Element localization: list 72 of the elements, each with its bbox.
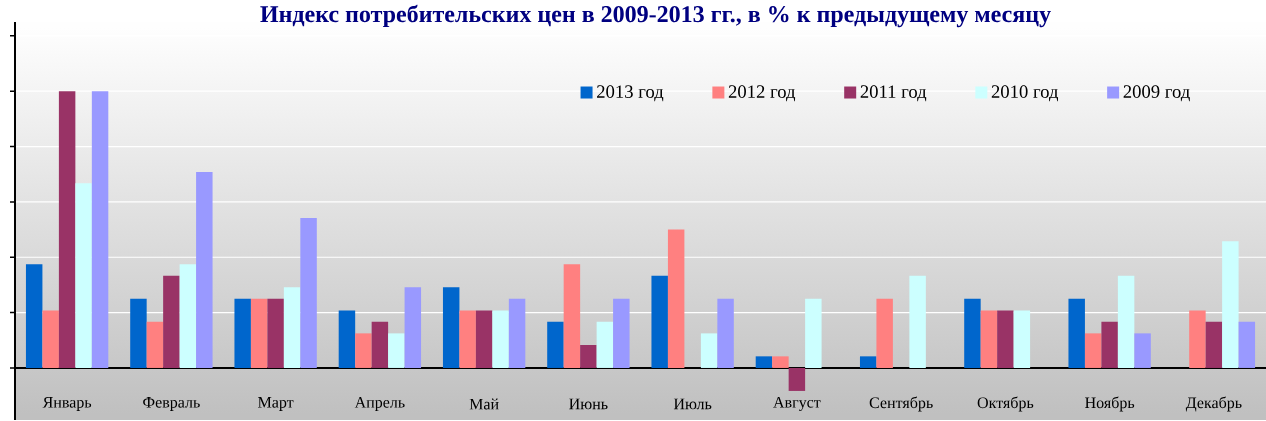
bar [1222,241,1239,368]
bar [508,298,526,368]
x-tick-label: Декабрь [1185,396,1242,412]
bar [1013,310,1031,368]
x-tick-label: Июль [673,398,712,410]
chart-title: Индекс потребительских цен в 2009-2013 гг., в % к предыдущему месяцу [260,4,1051,28]
bar [997,310,1014,368]
bar [717,298,734,368]
legend-label: 2009 год [1123,85,1190,102]
bar [563,264,581,368]
bar [267,298,284,368]
x-tick-label: Сентябрь [869,396,933,412]
bar [547,321,564,368]
bar [980,310,998,368]
bar [196,172,213,368]
bar [755,356,773,368]
bar [250,298,268,368]
bar [1084,333,1102,368]
x-tick-label: Апрель [354,396,405,411]
bar [130,298,147,368]
bar [580,344,597,368]
bar [1068,298,1085,368]
bar [492,310,509,368]
bar [964,298,981,368]
bar [876,298,893,368]
x-tick-label: Февраль [143,397,200,411]
bar [1238,321,1256,368]
bar [283,287,301,368]
bar [1117,275,1135,368]
bar [700,333,718,368]
bar [75,183,92,368]
bar [596,321,614,368]
bar [459,310,476,368]
bar [58,91,76,368]
x-tick-label: Октябрь [977,396,1034,412]
bar [1205,321,1223,368]
bar [1101,321,1118,368]
bar [91,91,109,368]
legend-label: 2012 год [728,85,796,102]
bar [1189,310,1206,368]
bar [388,333,405,368]
bar [772,356,789,368]
bar [442,287,460,368]
bar [179,264,197,368]
bar [788,367,806,391]
bar [475,310,493,368]
x-tick-label: Январь [42,397,92,411]
bar [1134,333,1151,368]
bar [404,287,422,368]
bar [371,321,389,368]
bar [613,298,630,368]
bar [234,298,251,368]
x-tick-label: Март [258,397,294,411]
x-tick-label: Август [773,396,821,411]
bar [146,321,164,368]
bar [163,275,180,368]
x-tick-label: Май [469,398,499,410]
bar [25,264,43,368]
bar [667,229,685,368]
bar [355,333,372,368]
bar [300,217,317,368]
x-tick-label: Июнь [569,398,608,410]
x-tick-label: Ноябрь [1085,396,1135,412]
legend-label: 2013 год [597,85,664,102]
legend-label: 2011 год [860,85,927,102]
bar [805,298,822,368]
bar [859,356,877,368]
legend-label: 2010 год [991,85,1059,102]
bar [651,275,668,368]
bar [909,275,926,368]
bar [42,310,59,368]
bar [338,310,356,368]
